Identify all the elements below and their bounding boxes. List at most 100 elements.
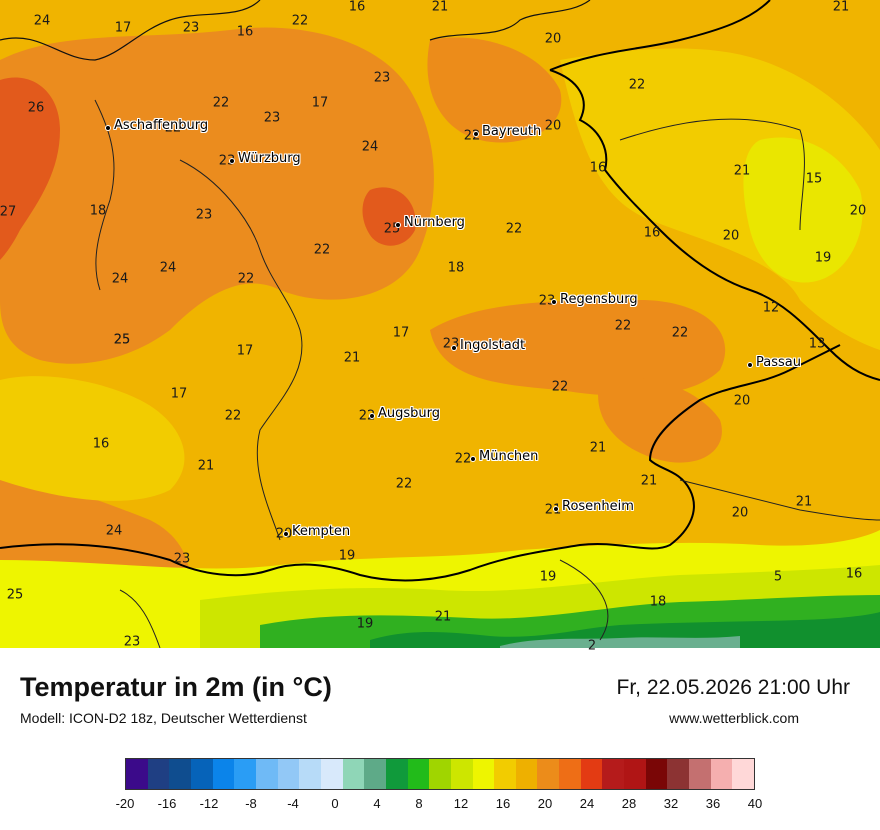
temperature-value: 27 <box>0 204 17 220</box>
legend-swatch <box>472 759 495 789</box>
legend-tick-label: -8 <box>245 796 257 811</box>
temperature-value: 18 <box>447 260 465 276</box>
legend-swatch <box>364 759 386 789</box>
temperature-value: 20 <box>731 505 749 521</box>
temperature-value: 22 <box>291 13 309 29</box>
temperature-value: 19 <box>539 569 557 585</box>
temperature-value: 21 <box>733 163 751 179</box>
temperature-value: 2 <box>587 638 597 654</box>
temperature-value: 22 <box>212 95 230 111</box>
legend-swatch <box>580 759 603 789</box>
website-link[interactable]: www.wetterblick.com <box>669 710 799 726</box>
temperature-value: 23 <box>218 153 236 169</box>
legend-swatch <box>429 759 451 789</box>
legend-tick-label: 12 <box>453 796 469 811</box>
legend-swatch <box>710 759 733 789</box>
legend-swatch <box>602 759 625 789</box>
region-border-2 <box>179 159 303 541</box>
city-label: Aschaffenburg <box>114 118 209 133</box>
temperature-value: 22 <box>358 408 376 424</box>
temperature-value: 20 <box>733 393 751 409</box>
legend-swatch <box>407 759 430 789</box>
legend-tick-label: 4 <box>373 796 381 811</box>
temperature-value: 22 <box>313 242 331 258</box>
temperature-value: 20 <box>544 118 562 134</box>
temperature-value: 23 <box>182 20 200 36</box>
legend-swatch <box>342 759 365 789</box>
legend-swatch <box>732 759 755 789</box>
temperature-value: 25 <box>113 332 131 348</box>
temperature-value: 16 <box>643 225 661 241</box>
temperature-value: 21 <box>197 458 215 474</box>
legend-tick-label: 28 <box>621 796 637 811</box>
temperature-value: 23 <box>263 110 281 126</box>
legend-swatch <box>667 759 690 789</box>
legend-tick-label: 36 <box>705 796 721 811</box>
temperature-value: 21 <box>640 473 658 489</box>
temperature-value: 19 <box>814 250 832 266</box>
city-label: Ingolstadt <box>460 338 526 353</box>
temperature-value: 20 <box>722 228 740 244</box>
temperature-value: 21 <box>343 350 361 366</box>
temperature-value: 17 <box>392 325 410 341</box>
city-dot-icon <box>229 158 235 164</box>
temperature-value: 23 <box>173 551 191 567</box>
temperature-value: 23 <box>538 293 556 309</box>
legend-swatch <box>515 759 538 789</box>
temperature-map <box>0 0 880 648</box>
temperature-value: 24 <box>159 260 177 276</box>
temperature-value: 16 <box>589 160 607 176</box>
temperature-value: 21 <box>795 494 813 510</box>
region-border-4 <box>559 559 609 641</box>
temperature-value: 16 <box>92 436 110 452</box>
temperature-value: 17 <box>236 343 254 359</box>
hot-zone-west <box>0 77 60 260</box>
temperature-value: 16 <box>845 566 863 582</box>
temperature-value: 22 <box>395 476 413 492</box>
region-border-5 <box>679 479 880 521</box>
legend-swatch <box>212 759 235 789</box>
temperature-value: 23 <box>373 70 391 86</box>
temperature-value: 5 <box>773 569 783 585</box>
legend-swatch <box>255 759 278 789</box>
temperature-value: 19 <box>338 548 356 564</box>
warm-zone-north <box>427 37 562 143</box>
temperature-value: 22 <box>164 120 182 136</box>
temperature-value: 24 <box>111 271 129 287</box>
temperature-value: 22 <box>551 379 569 395</box>
legend-swatch <box>147 759 170 789</box>
legend-tick-label: 24 <box>579 796 595 811</box>
temperature-value: 24 <box>105 523 123 539</box>
temperature-value: 16 <box>348 0 366 15</box>
temperature-value: 22 <box>454 451 472 467</box>
temperature-value: 22 <box>628 77 646 93</box>
temperature-value: 17 <box>114 20 132 36</box>
legend-swatch <box>559 759 581 789</box>
temperature-value: 25 <box>6 587 24 603</box>
city-dot-icon <box>369 413 375 419</box>
temperature-value: 12 <box>762 300 780 316</box>
legend-swatch <box>299 759 321 789</box>
mild-zone-east-forest <box>743 137 863 283</box>
legend-tick-label: -16 <box>157 796 177 811</box>
city-label: Bayreuth <box>482 124 542 139</box>
warm-zone-east <box>598 377 722 463</box>
city-dot-icon <box>451 345 457 351</box>
map-canvas <box>0 0 880 648</box>
city-label: Passau <box>756 355 801 370</box>
city-dot-icon <box>747 362 753 368</box>
state-border <box>0 0 261 61</box>
legend-tick-label: 16 <box>495 796 511 811</box>
legend-tick-label: 0 <box>331 796 339 811</box>
city-label: Würzburg <box>238 151 301 166</box>
city-dot-icon <box>283 531 289 537</box>
model-info: Modell: ICON-D2 18z, Deutscher Wetterdie… <box>20 710 307 726</box>
city-dot-icon <box>551 299 557 305</box>
country-border-czech <box>549 69 880 381</box>
legend-swatch <box>190 759 213 789</box>
forecast-datetime: Fr, 22.05.2026 21:00 Uhr <box>616 676 851 699</box>
legend-tick-label: -20 <box>115 796 135 811</box>
country-border-austria <box>0 344 841 582</box>
country-border-czech-north <box>549 0 771 71</box>
legend-tick-label: 40 <box>747 796 763 811</box>
